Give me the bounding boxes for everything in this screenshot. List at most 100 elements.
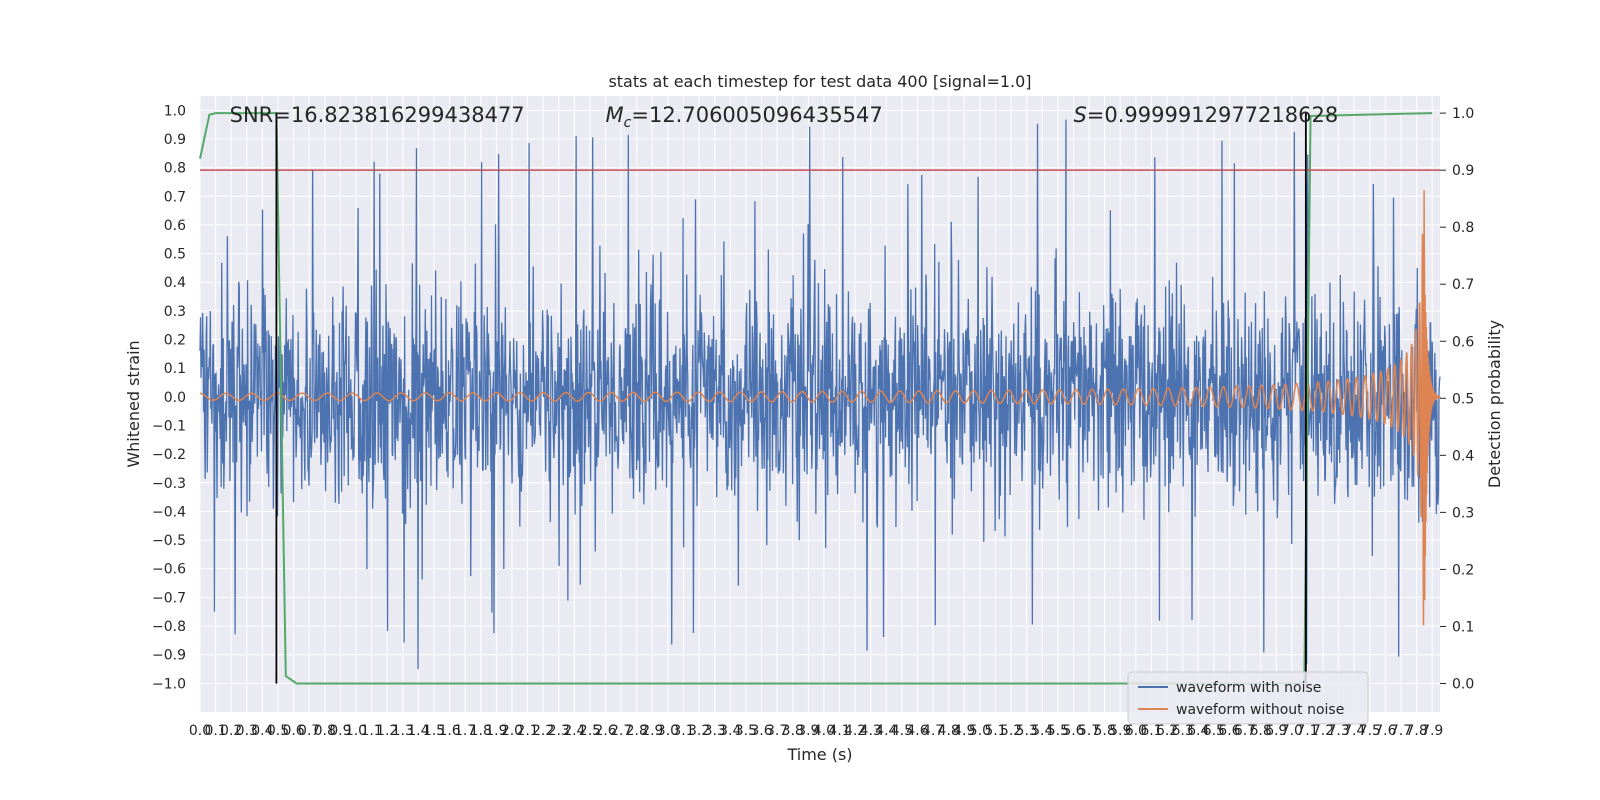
x-tick-label: 7.4 bbox=[1343, 723, 1365, 739]
y2-tick-label: 0.4 bbox=[1452, 448, 1474, 464]
annotation-1: SNR=16.823816299438477 bbox=[230, 103, 525, 127]
y2-tick-label: 0.2 bbox=[1452, 562, 1474, 578]
annotation-3: S=0.9999912977218628 bbox=[1073, 103, 1338, 127]
x-tick-label: 6.8 bbox=[1249, 723, 1271, 739]
series-detection-probability bbox=[199, 112, 1433, 685]
x-tick-label: 6.5 bbox=[1203, 723, 1225, 739]
x-tick-label: 1.3 bbox=[392, 723, 414, 739]
x-tick-label: 7.1 bbox=[1296, 723, 1318, 739]
chart-title: stats at each timestep for test data 400… bbox=[608, 72, 1031, 91]
y-tick-label: −0.8 bbox=[152, 619, 186, 635]
y-tick-label: 0.9 bbox=[164, 132, 186, 148]
y2-tick-label: 0.3 bbox=[1452, 505, 1474, 521]
x-tick-label: 1.1 bbox=[360, 723, 382, 739]
x-tick-label: 4.7 bbox=[922, 723, 944, 739]
x-tick-label: 0.2 bbox=[220, 723, 242, 739]
x-tick-label: 0.5 bbox=[267, 723, 289, 739]
legend-label: waveform with noise bbox=[1176, 680, 1321, 696]
y2-tick-label: 0.5 bbox=[1452, 391, 1474, 407]
x-tick-label: 3.2 bbox=[688, 723, 710, 739]
x-tick-label: 0.1 bbox=[204, 723, 226, 739]
y-tick-label: −0.5 bbox=[152, 533, 186, 549]
chirp-line bbox=[200, 189, 1441, 626]
x-tick-label: 6.0 bbox=[1125, 723, 1147, 739]
x-tick-label: 7.5 bbox=[1359, 723, 1381, 739]
x-tick-label: 0.6 bbox=[282, 723, 304, 739]
x-tick-label: 2.1 bbox=[516, 723, 538, 739]
x-tick-labels: 0.00.10.20.30.40.50.60.70.80.91.01.11.21… bbox=[189, 723, 1443, 739]
x-tick-label: 2.0 bbox=[501, 723, 523, 739]
y-tick-label: −0.9 bbox=[152, 648, 186, 664]
x-tick-label: 4.5 bbox=[891, 723, 913, 739]
x-tick-label: 2.6 bbox=[594, 723, 616, 739]
x-tick-label: 0.8 bbox=[314, 723, 336, 739]
y2-tick-labels: 0.0 0.1 0.2 0.3 0.4 0.5 0.6 0.7 0.8 0.9 1.0 bbox=[1440, 106, 1474, 692]
x-tick-label: 6.2 bbox=[1156, 723, 1178, 739]
x-tick-label: 3.6 bbox=[750, 723, 772, 739]
y-tick-label: −0.7 bbox=[152, 590, 186, 606]
x-tick-label: 7.2 bbox=[1312, 723, 1334, 739]
x-tick-label: 0.0 bbox=[189, 723, 211, 739]
x-tick-label: 6.9 bbox=[1265, 723, 1287, 739]
x-tick-label: 5.8 bbox=[1094, 723, 1116, 739]
y2-axis-label: Detection probability bbox=[1485, 320, 1504, 488]
y-tick-label: 0.4 bbox=[164, 275, 186, 291]
x-tick-label: 4.0 bbox=[813, 723, 835, 739]
x-tick-label: 1.2 bbox=[376, 723, 398, 739]
y2-tick-label: 0.1 bbox=[1452, 619, 1474, 635]
x-tick-label: 4.1 bbox=[828, 723, 850, 739]
y-tick-label: 0.3 bbox=[164, 304, 186, 320]
x-tick-label: 5.9 bbox=[1109, 723, 1131, 739]
y2-tick-label: 0.6 bbox=[1452, 334, 1474, 350]
x-tick-label: 2.9 bbox=[641, 723, 663, 739]
y2-tick-label: 0.9 bbox=[1452, 163, 1474, 179]
x-tick-label: 5.4 bbox=[1031, 723, 1053, 739]
y-tick-label: 0.5 bbox=[164, 247, 186, 263]
x-tick-label: 7.9 bbox=[1421, 723, 1443, 739]
x-tick-label: 0.4 bbox=[251, 723, 273, 739]
x-tick-label: 6.3 bbox=[1172, 723, 1194, 739]
x-tick-label: 3.9 bbox=[797, 723, 819, 739]
x-tick-label: 2.8 bbox=[626, 723, 648, 739]
x-tick-label: 5.5 bbox=[1047, 723, 1069, 739]
x-tick-label: 7.7 bbox=[1390, 723, 1412, 739]
x-tick-label: 4.8 bbox=[938, 723, 960, 739]
legend-label: waveform without noise bbox=[1176, 702, 1344, 718]
x-tick-label: 0.3 bbox=[236, 723, 258, 739]
vertical-lines bbox=[275, 113, 1307, 684]
y-tick-label: −0.1 bbox=[152, 418, 186, 434]
x-tick-label: 5.6 bbox=[1062, 723, 1084, 739]
annotations: SNR=16.823816299438477 Mc=12.706005096435… bbox=[230, 103, 1339, 131]
x-tick-label: 1.4 bbox=[407, 723, 429, 739]
legend-frame bbox=[1127, 671, 1369, 725]
y2-tick-label: 1.0 bbox=[1452, 106, 1474, 122]
y-tick-label: −0.4 bbox=[152, 504, 186, 520]
x-tick-label: 1.9 bbox=[485, 723, 507, 739]
x-tick-label: 5.1 bbox=[984, 723, 1006, 739]
x-tick-label: 5.3 bbox=[1016, 723, 1038, 739]
y-tick-label: 0.8 bbox=[164, 161, 186, 177]
x-tick-label: 3.7 bbox=[766, 723, 788, 739]
y-tick-label: 0.7 bbox=[164, 189, 186, 205]
x-tick-label: 0.9 bbox=[329, 723, 351, 739]
x-tick-label: 4.2 bbox=[844, 723, 866, 739]
x-tick-label: 4.9 bbox=[953, 723, 975, 739]
y-tick-label: −0.6 bbox=[152, 562, 186, 578]
x-axis-label: Time (s) bbox=[786, 745, 852, 764]
x-tick-label: 7.8 bbox=[1405, 723, 1427, 739]
x-tick-label: 1.0 bbox=[345, 723, 367, 739]
detection-probability-line bbox=[199, 112, 1433, 685]
y-tick-label: 1.0 bbox=[164, 103, 186, 119]
annotation-2: Mc=12.706005096435547 bbox=[606, 103, 883, 131]
y-axis-label: Whitened strain bbox=[124, 340, 143, 467]
series-waveform-without-noise bbox=[200, 189, 1441, 626]
x-tick-label: 4.3 bbox=[860, 723, 882, 739]
x-tick-label: 4.4 bbox=[875, 723, 897, 739]
x-tick-label: 2.5 bbox=[579, 723, 601, 739]
y-tick-labels: −1.0 −0.9 −0.8 −0.7 −0.6 −0.5 −0.4 −0.3 −0.2 −0.1… bbox=[152, 103, 186, 692]
x-tick-label: 6.6 bbox=[1218, 723, 1240, 739]
x-tick-label: 1.6 bbox=[438, 723, 460, 739]
x-tick-label: 2.4 bbox=[563, 723, 585, 739]
